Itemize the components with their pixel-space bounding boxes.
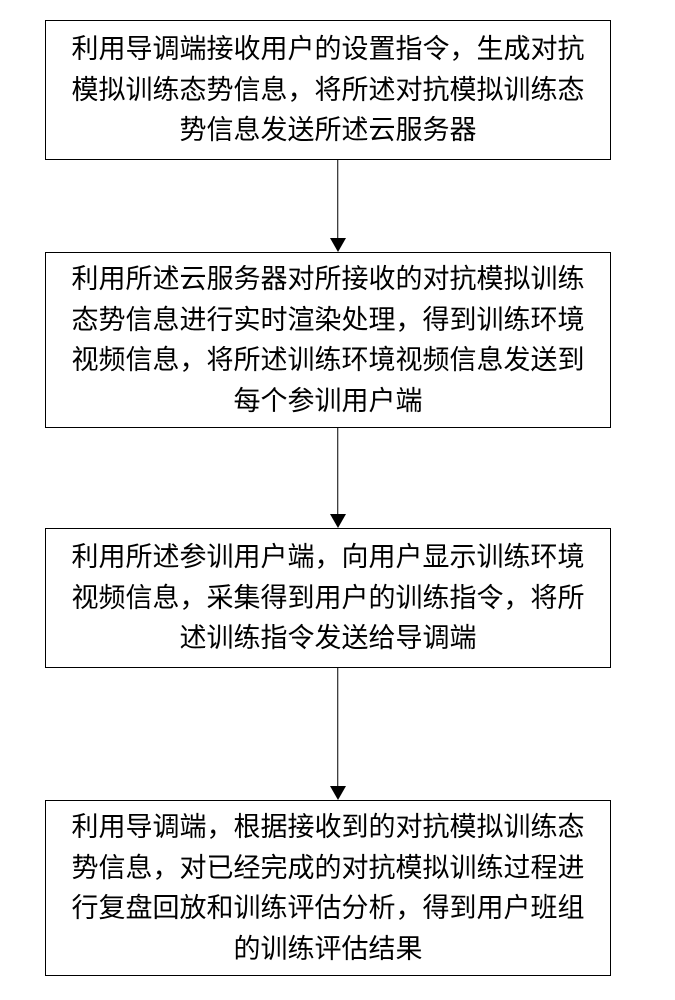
arrow-head-3 <box>330 786 346 800</box>
flow-node-3: 利用所述参训用户端，向用户显示训练环境视频信息，采集得到用户的训练指令，将所述训… <box>45 528 611 668</box>
arrow-line-3 <box>337 668 339 786</box>
flowchart-container: 利用导调端接收用户的设置指令，生成对抗模拟训练态势信息，将所述对抗模拟训练态势信… <box>0 0 675 1000</box>
flow-node-4-text: 利用导调端，根据接收到的对抗模拟训练态势信息，对已经完成的对抗模拟训练过程进行复… <box>68 807 588 969</box>
flow-node-1-text: 利用导调端接收用户的设置指令，生成对抗模拟训练态势信息，将所述对抗模拟训练态势信… <box>68 29 588 151</box>
flow-node-2-text: 利用所述云服务器对所接收的对抗模拟训练态势信息进行实时渲染处理，得到训练环境视频… <box>68 259 588 421</box>
flow-node-4: 利用导调端，根据接收到的对抗模拟训练态势信息，对已经完成的对抗模拟训练过程进行复… <box>45 800 611 976</box>
arrow-head-2 <box>330 514 346 528</box>
arrow-line-2 <box>337 428 339 514</box>
flow-node-3-text: 利用所述参训用户端，向用户显示训练环境视频信息，采集得到用户的训练指令，将所述训… <box>68 537 588 659</box>
arrow-line-1 <box>337 160 339 238</box>
flow-node-2: 利用所述云服务器对所接收的对抗模拟训练态势信息进行实时渲染处理，得到训练环境视频… <box>45 252 611 428</box>
flow-node-1: 利用导调端接收用户的设置指令，生成对抗模拟训练态势信息，将所述对抗模拟训练态势信… <box>45 20 611 160</box>
arrow-head-1 <box>330 238 346 252</box>
